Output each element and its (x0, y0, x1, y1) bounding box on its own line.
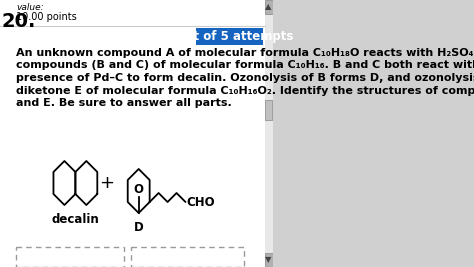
Text: O: O (134, 183, 144, 196)
Bar (264, 0, 273, 14)
Text: diketone E of molecular formula C₁₀H₁₆O₂. Identify the structures of compounds A: diketone E of molecular formula C₁₀H₁₆O₂… (16, 85, 474, 96)
Bar (264, 253, 273, 267)
Text: 1 out of 5 attempts: 1 out of 5 attempts (165, 30, 294, 43)
Text: D: D (134, 221, 144, 234)
Text: ▲: ▲ (265, 2, 272, 11)
FancyBboxPatch shape (196, 28, 264, 45)
Text: An unknown compound A of molecular formula C₁₀H₁₈O reacts with H₂SO₄ to form two: An unknown compound A of molecular formu… (16, 48, 474, 58)
Text: 20.: 20. (1, 12, 36, 31)
Text: value:: value: (16, 3, 44, 12)
Text: decalin: decalin (52, 213, 99, 226)
Bar (131, 247, 244, 267)
Text: CHO: CHO (187, 195, 215, 209)
Text: compounds (B and C) of molecular formula C₁₀H₁₆. B and C both react with H₂ in t: compounds (B and C) of molecular formula… (16, 61, 474, 70)
Bar (264, 0, 273, 267)
Text: ▼: ▼ (265, 256, 272, 265)
Bar (265, 100, 272, 120)
Bar (16, 247, 124, 267)
Text: and E. Be sure to answer all parts.: and E. Be sure to answer all parts. (16, 98, 232, 108)
Text: +: + (100, 174, 115, 192)
Text: presence of Pd–C to form decalin. Ozonolysis of B forms D, and ozonolysis of C f: presence of Pd–C to form decalin. Ozonol… (16, 73, 474, 83)
Text: 10.00 points: 10.00 points (16, 12, 77, 22)
